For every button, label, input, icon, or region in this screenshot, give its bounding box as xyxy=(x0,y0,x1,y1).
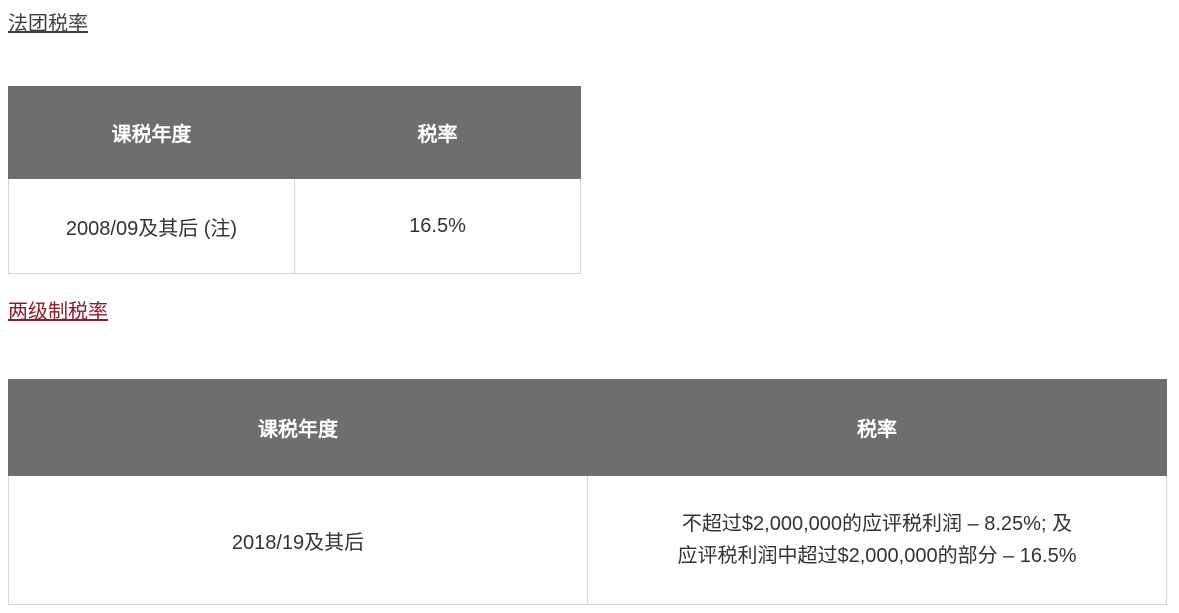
assessment-year-cell: 2008/09及其后 (注) xyxy=(8,178,295,274)
tax-rate-line-2: 应评税利润中超过$2,000,000的部分 – 16.5% xyxy=(677,545,1077,567)
two-tiered-rates-link[interactable]: 两级制税率 xyxy=(8,301,108,323)
col-header-assessment-year: 课税年度 xyxy=(8,86,295,179)
tax-rate-cell: 不超过$2,000,000的应评税利润 – 8.25%; 及 应评税利润中超过$… xyxy=(587,475,1167,605)
tax-rate-line-1: 不超过$2,000,000的应评税利润 – 8.25%; 及 xyxy=(681,513,1073,535)
corporation-tax-rate-link[interactable]: 法团税率 xyxy=(8,13,88,35)
two-tiered-rates-table: 课税年度 税率 2018/19及其后 不超过$2,000,000的应评税利润 –… xyxy=(8,379,1167,605)
corporation-tax-rate-table: 课税年度 税率 2008/09及其后 (注) 16.5% xyxy=(8,86,581,274)
tax-rate-cell: 16.5% xyxy=(294,178,581,274)
col-header-tax-rate: 税率 xyxy=(587,379,1167,476)
table-header-row: 课税年度 税率 xyxy=(8,379,1167,476)
table-header-row: 课税年度 税率 xyxy=(8,86,581,179)
two-tier-heading-line: 两级制税率 xyxy=(8,302,1167,323)
col-header-assessment-year: 课税年度 xyxy=(8,379,588,476)
assessment-year-cell: 2018/19及其后 xyxy=(8,475,588,605)
col-header-tax-rate: 税率 xyxy=(294,86,581,179)
table-row: 2018/19及其后 不超过$2,000,000的应评税利润 – 8.25%; … xyxy=(8,475,1167,605)
table-row: 2008/09及其后 (注) 16.5% xyxy=(8,178,581,274)
corporation-tax-heading-line: 法团税率 xyxy=(8,14,1167,35)
